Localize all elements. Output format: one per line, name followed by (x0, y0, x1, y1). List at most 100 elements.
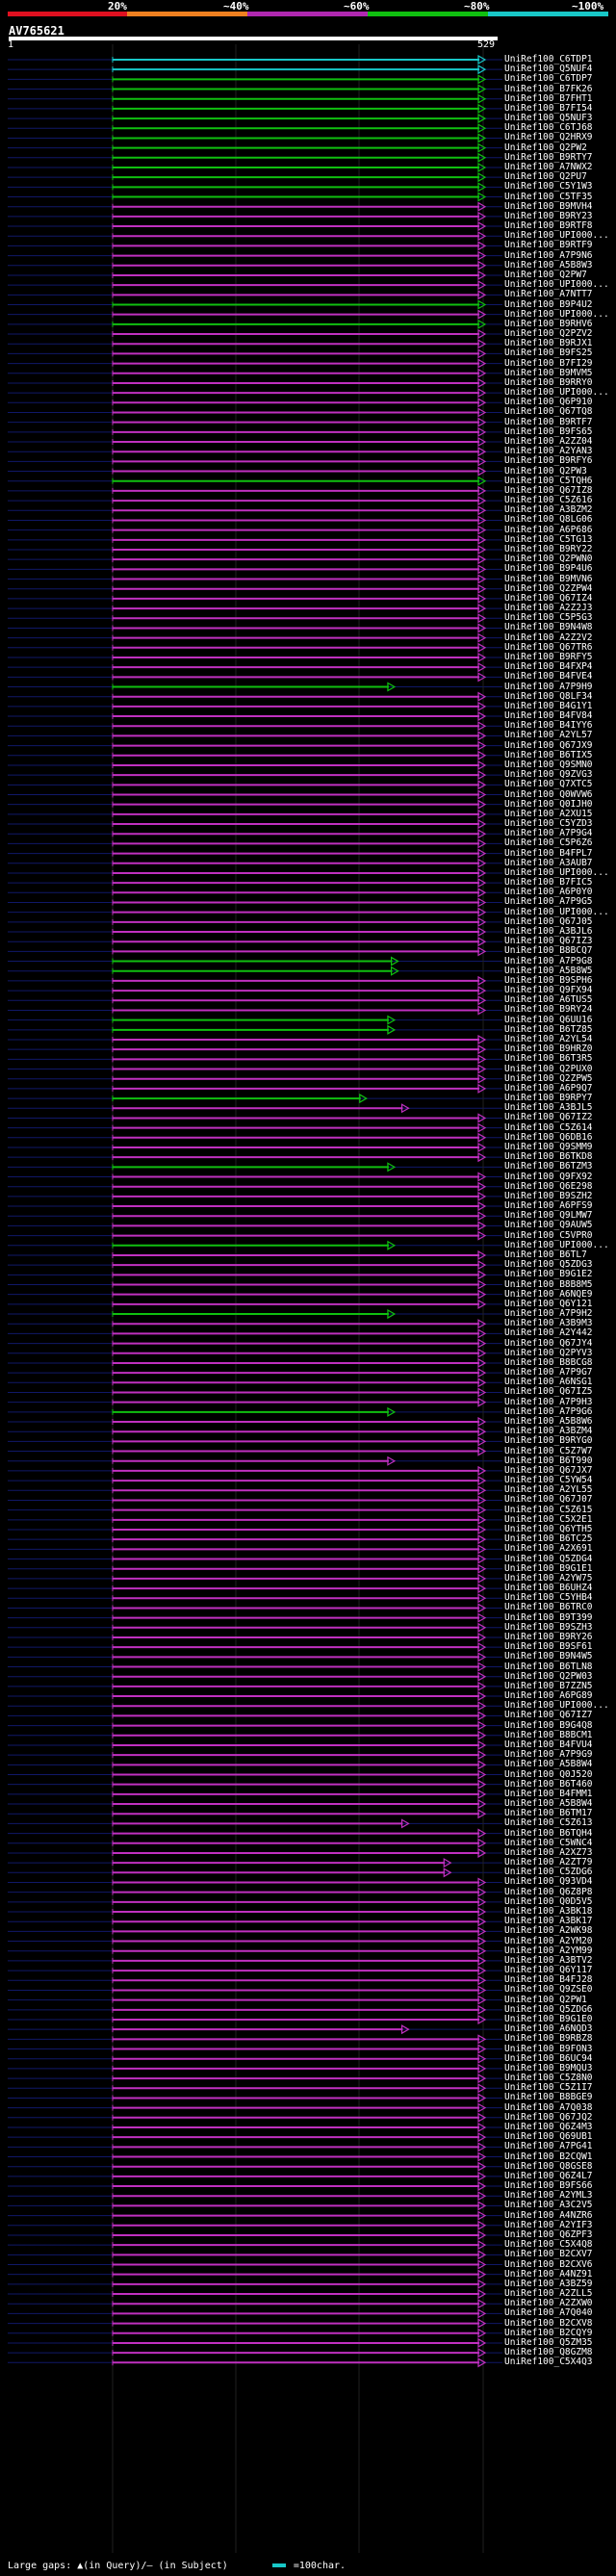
hit-label-link[interactable]: UniRef100_A3B9M3 (504, 1318, 593, 1329)
hit-label-link[interactable]: UniRef100_Q67JQ2 (504, 2111, 593, 2123)
hit-label-link[interactable]: UniRef100_A7PG41 (504, 2141, 593, 2152)
hit-label-link[interactable]: UniRef100_B4FVE4 (504, 671, 593, 683)
hit-label-link[interactable]: UniRef100_B9RFY6 (504, 455, 593, 467)
hit-label-link[interactable]: UniRef100_B4FV84 (504, 710, 593, 722)
hit-label-link[interactable]: UniRef100_B9P4U2 (504, 298, 593, 310)
hit-label-link[interactable]: UniRef100_A2X691 (504, 1543, 593, 1555)
hit-label-link[interactable]: UniRef100_UPI000... (504, 906, 609, 917)
hit-label-link[interactable]: UniRef100_B9RHV6 (504, 318, 593, 329)
hit-label-link[interactable]: UniRef100_B4FPL7 (504, 847, 593, 859)
hit-label-link[interactable]: UniRef100_C5YHB4 (504, 1592, 593, 1604)
hit-label-link[interactable]: UniRef100_A3AUB7 (504, 857, 593, 868)
hit-label-link[interactable]: UniRef100_B2CXV8 (504, 2317, 593, 2329)
hit-label-link[interactable]: UniRef100_A3BJL5 (504, 1102, 593, 1114)
hit-label-link[interactable]: UniRef100_A4NZR6 (504, 2209, 593, 2221)
hit-label-link[interactable]: UniRef100_B2CXV7 (504, 2249, 593, 2260)
hit-label-link[interactable]: UniRef100_B6UHZ4 (504, 1583, 593, 1594)
hit-label-link[interactable]: UniRef100_A2YML3 (504, 2190, 593, 2202)
hit-label-link[interactable]: UniRef100_Q9ZVG3 (504, 769, 593, 781)
hit-label-link[interactable]: UniRef100_A7NWX2 (504, 161, 593, 172)
hit-label-link[interactable]: UniRef100_A2WK98 (504, 1925, 593, 1937)
hit-label-link[interactable]: UniRef100_Q2PW1 (504, 1994, 587, 2005)
hit-label-link[interactable]: UniRef100_B8BCG8 (504, 1356, 593, 1368)
hit-label-link[interactable]: UniRef100_A2YL57 (504, 730, 593, 741)
hit-label-link[interactable]: UniRef100_C5X2E1 (504, 1513, 593, 1525)
hit-label-link[interactable]: UniRef100_Q5NUF3 (504, 113, 593, 124)
hit-label-link[interactable]: UniRef100_B6TQH4 (504, 1827, 593, 1839)
hit-label-link[interactable]: UniRef100_A5B8W4 (504, 1798, 593, 1810)
hit-label-link[interactable]: UniRef100_B6UC94 (504, 2052, 593, 2064)
hit-label-link[interactable]: UniRef100_Q5ZDG4 (504, 1553, 593, 1564)
hit-label-link[interactable]: UniRef100_A2XU15 (504, 808, 593, 819)
hit-label-link[interactable]: UniRef100_B9SF61 (504, 1641, 593, 1653)
hit-label-link[interactable]: UniRef100_B7FI29 (504, 357, 593, 369)
hit-label-link[interactable]: UniRef100_B9RPY7 (504, 1093, 593, 1104)
hit-label-link[interactable]: UniRef100_A7P9G4 (504, 828, 593, 839)
hit-label-link[interactable]: UniRef100_B6TL7 (504, 1249, 587, 1260)
hit-label-link[interactable]: UniRef100_C5Z613 (504, 1817, 593, 1829)
hit-label-link[interactable]: UniRef100_A7P9G6 (504, 1405, 593, 1417)
hit-label-link[interactable]: UniRef100_B9G1E0 (504, 2014, 593, 2024)
hit-label-link[interactable]: UniRef100_Q67TR6 (504, 641, 593, 653)
hit-label-link[interactable]: UniRef100_B9T399 (504, 1611, 593, 1623)
hit-label-link[interactable]: UniRef100_A7Q040 (504, 2307, 593, 2319)
hit-label-link[interactable]: UniRef100_C5X4Q8 (504, 2239, 593, 2251)
hit-label-link[interactable]: UniRef100_Q6ZPF3 (504, 2228, 593, 2240)
hit-label-link[interactable]: UniRef100_Q93VD4 (504, 1876, 593, 1888)
hit-label-link[interactable]: UniRef100_B8BCM1 (504, 1729, 593, 1740)
hit-label-link[interactable]: UniRef100_A6NQE9 (504, 1288, 593, 1300)
hit-label-link[interactable]: UniRef100_B9FS65 (504, 425, 593, 437)
hit-label-link[interactable]: UniRef100_Q9SMM9 (504, 1141, 593, 1152)
hit-label-link[interactable]: UniRef100_A2ZZ04 (504, 436, 593, 448)
hit-label-link[interactable]: UniRef100_B7FHT1 (504, 92, 593, 104)
hit-label-link[interactable]: UniRef100_B9G1E1 (504, 1562, 593, 1574)
hit-label-link[interactable]: UniRef100_Q2HRX9 (504, 132, 593, 143)
hit-label-link[interactable]: UniRef100_A3BK17 (504, 1916, 593, 1927)
hit-label-link[interactable]: UniRef100_Q67IZ5 (504, 1386, 593, 1398)
hit-label-link[interactable]: UniRef100_B8BCQ7 (504, 945, 593, 957)
hit-label-link[interactable]: UniRef100_A2XZ73 (504, 1846, 593, 1858)
hit-label-link[interactable]: UniRef100_B7FK26 (504, 83, 593, 94)
hit-label-link[interactable]: UniRef100_A3BK18 (504, 1906, 593, 1918)
hit-label-link[interactable]: UniRef100_C5TQH6 (504, 475, 593, 486)
hit-label-link[interactable]: UniRef100_B6TKD8 (504, 1151, 593, 1163)
hit-label-link[interactable]: UniRef100_UPI000... (504, 866, 609, 878)
hit-label-link[interactable]: UniRef100_A2YL55 (504, 1484, 593, 1496)
hit-label-link[interactable]: UniRef100_Q6Z4M3 (504, 2121, 593, 2132)
hit-label-link[interactable]: UniRef100_B9RY26 (504, 1631, 593, 1642)
hit-label-link[interactable]: UniRef100_C5Z8N0 (504, 2073, 593, 2084)
hit-label-link[interactable]: UniRef100_UPI000... (504, 230, 609, 242)
hit-label-link[interactable]: UniRef100_Q6P910 (504, 397, 593, 408)
hit-label-link[interactable]: UniRef100_B6T990 (504, 1455, 593, 1466)
hit-label-link[interactable]: UniRef100_A7P9H3 (504, 1396, 593, 1407)
hit-label-link[interactable]: UniRef100_A3BZM4 (504, 1426, 593, 1437)
hit-label-link[interactable]: UniRef100_A7P9H9 (504, 681, 593, 692)
hit-label-link[interactable]: UniRef100_B2CQW1 (504, 2151, 593, 2162)
hit-label-link[interactable]: UniRef100_B9N4W8 (504, 622, 593, 633)
hit-label-link[interactable]: UniRef100_A7NTT7 (504, 289, 593, 300)
hit-label-link[interactable]: UniRef100_Q5ZDG6 (504, 2003, 593, 2015)
hit-label-link[interactable]: UniRef100_C5ZDG6 (504, 1867, 593, 1878)
hit-label-link[interactable]: UniRef100_B4FMM1 (504, 1788, 593, 1799)
hit-label-link[interactable]: UniRef100_C5YW54 (504, 1475, 593, 1486)
hit-label-link[interactable]: UniRef100_Q2PU7 (504, 171, 587, 183)
hit-label-link[interactable]: UniRef100_Q2PW3 (504, 465, 587, 477)
hit-label-link[interactable]: UniRef100_Q2PYV3 (504, 1347, 593, 1358)
hit-label-link[interactable]: UniRef100_A7P9N6 (504, 249, 593, 261)
hit-label-link[interactable]: UniRef100_B9SZH2 (504, 1190, 593, 1201)
hit-label-link[interactable]: UniRef100_C5Z7W7 (504, 1445, 593, 1456)
hit-label-link[interactable]: UniRef100_Q67IZ3 (504, 936, 593, 947)
hit-label-link[interactable]: UniRef100_A3BTV2 (504, 1954, 593, 1966)
hit-label-link[interactable]: UniRef100_B4IYY6 (504, 720, 593, 732)
hit-label-link[interactable]: UniRef100_C5Z616 (504, 495, 593, 506)
hit-label-link[interactable]: UniRef100_A5B8W5 (504, 965, 593, 976)
hit-label-link[interactable]: UniRef100_B9RTF7 (504, 416, 593, 427)
hit-label-link[interactable]: UniRef100_A2ZLL5 (504, 2288, 593, 2300)
hit-label-link[interactable]: UniRef100_A6NQD3 (504, 2023, 593, 2035)
hit-label-link[interactable]: UniRef100_B7FI54 (504, 102, 593, 114)
hit-label-link[interactable]: UniRef100_B9FS66 (504, 2180, 593, 2192)
hit-label-link[interactable]: UniRef100_A6NSG1 (504, 1377, 593, 1388)
hit-label-link[interactable]: UniRef100_C5Z1I7 (504, 2082, 593, 2094)
hit-label-link[interactable]: UniRef100_Q2PW03 (504, 1670, 593, 1682)
hit-label-link[interactable]: UniRef100_Q5ZDG3 (504, 1259, 593, 1271)
